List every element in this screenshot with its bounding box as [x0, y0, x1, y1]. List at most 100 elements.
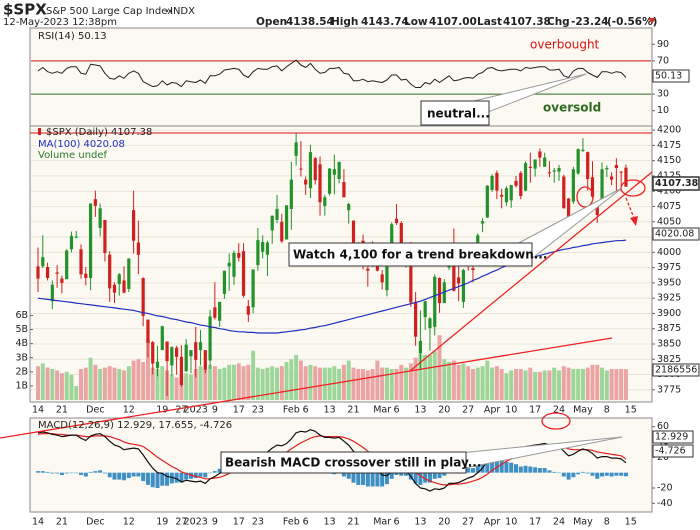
value-box: [652, 227, 700, 241]
histogram-bar: [523, 465, 528, 473]
candle-body: [55, 272, 59, 274]
histogram-bar: [165, 472, 170, 486]
volume-bar: [370, 369, 375, 400]
candle-body: [194, 342, 198, 360]
volume-bar: [389, 369, 394, 400]
histogram-bar: [59, 472, 64, 475]
candle-body: [256, 240, 260, 266]
candle-body: [122, 280, 126, 293]
volume-bar: [88, 357, 93, 400]
volume-bar: [303, 366, 308, 400]
histogram-bar: [69, 472, 74, 474]
volume-bar: [604, 370, 609, 400]
x-tick-label: 9: [212, 517, 218, 528]
trend-line: [0, 337, 613, 439]
candle-body: [246, 306, 250, 315]
x-tick-label: 6: [303, 405, 309, 416]
volume-bar: [394, 369, 399, 400]
histogram-bar: [141, 472, 146, 482]
x-tick-label: 17: [233, 405, 245, 416]
candle-body: [576, 149, 580, 174]
candle-body: [500, 194, 504, 197]
y-tick-label: 60: [657, 421, 669, 432]
candle-body: [227, 262, 231, 267]
volume-bar: [279, 366, 284, 400]
x-tick-label: 2023: [184, 405, 208, 416]
histogram-bar: [504, 461, 509, 473]
candle-body: [241, 251, 246, 296]
volume-bar: [36, 366, 40, 400]
histogram-bar: [64, 472, 69, 474]
volume-tick-label: 3B: [15, 352, 28, 363]
volume-bar: [600, 367, 605, 400]
histogram-bar: [528, 466, 533, 473]
histogram-bar: [79, 472, 84, 475]
candle-body: [557, 168, 561, 172]
candle-body: [50, 284, 54, 302]
x-tick-label: 12: [123, 405, 135, 416]
x-tick-label: 27: [175, 405, 187, 416]
candle-body: [457, 277, 461, 284]
x-tick-label: 6: [393, 405, 399, 416]
candle-body: [289, 179, 293, 209]
candle-body: [117, 274, 121, 285]
x-tick-label: Feb: [283, 405, 300, 416]
candle-body: [175, 347, 179, 357]
histogram-bar: [485, 459, 490, 473]
security-name: S&P 500 Large Cap Index: [46, 6, 173, 17]
chg-value: -23.24: [571, 16, 609, 28]
histogram-bar: [36, 471, 40, 473]
volume-bar: [533, 371, 538, 400]
volume-bar: [107, 366, 112, 400]
candle-body: [136, 242, 140, 255]
volume-bar: [542, 370, 547, 400]
y-tick-label: 90: [657, 39, 669, 50]
annotation-box: [220, 451, 467, 474]
histogram-bar: [174, 472, 179, 483]
volume-bar: [451, 360, 456, 400]
histogram-bar: [413, 472, 418, 484]
low-value: 4107.00: [429, 16, 477, 28]
volume-bar: [188, 374, 193, 400]
volume-bar: [375, 360, 380, 400]
candle-body: [342, 182, 346, 198]
x-tick-label: 10: [505, 517, 517, 528]
volume-bar: [346, 360, 351, 400]
histogram-bar: [155, 472, 160, 488]
candle-body: [490, 175, 494, 190]
histogram-bar: [437, 472, 442, 479]
y-tick-label: 3900: [657, 308, 681, 319]
candle-body: [509, 185, 513, 201]
histogram-bar: [122, 472, 127, 481]
candle-body: [399, 223, 403, 261]
histogram-bar: [600, 472, 605, 477]
histogram-bar: [375, 472, 380, 487]
volume-bar: [595, 364, 600, 400]
high-value: 4143.74: [361, 16, 409, 28]
candle-body: [179, 356, 183, 385]
histogram-bar: [217, 468, 222, 473]
candle-body: [222, 270, 227, 294]
candle-body: [318, 164, 322, 203]
candle-body: [605, 168, 609, 170]
x-tick-label: 27: [462, 517, 474, 528]
histogram-bar: [585, 472, 590, 474]
candle-body: [74, 236, 78, 238]
histogram-bar: [50, 472, 55, 474]
ma-legend: MA(100) 4020.08: [38, 139, 125, 150]
candle-body: [552, 170, 556, 172]
x-tick-label: 17: [529, 405, 541, 416]
volume-bar: [466, 366, 471, 400]
volume-bar: [55, 370, 60, 400]
y-tick-label: 3775: [657, 384, 681, 395]
last-value: 4107.38: [503, 16, 551, 28]
volume-bar: [614, 369, 619, 400]
x-tick-label: 15: [625, 405, 637, 416]
candle-body: [299, 168, 303, 170]
histogram-bar: [427, 472, 432, 483]
candle-body: [523, 163, 528, 191]
candle-body: [189, 350, 193, 357]
candle-body: [519, 172, 523, 197]
histogram-bar: [576, 472, 581, 475]
volume-bar: [117, 369, 122, 400]
